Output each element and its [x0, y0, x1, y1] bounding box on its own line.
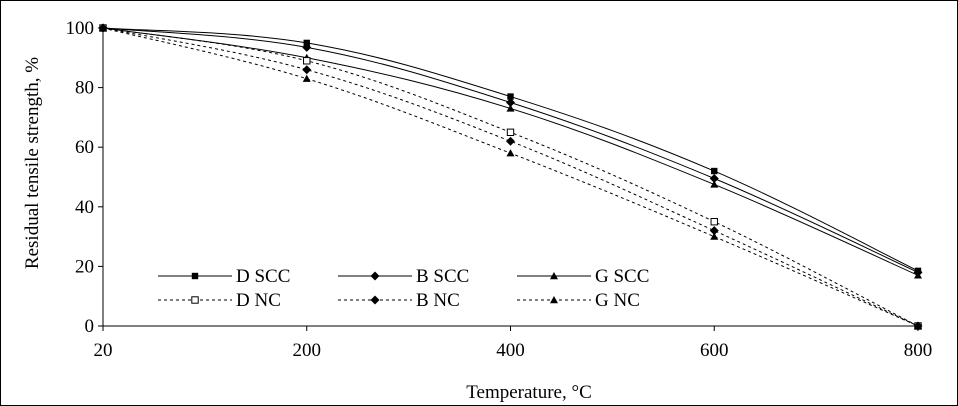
legend-marker	[191, 296, 199, 304]
data-point	[914, 322, 922, 330]
legend-marker	[550, 296, 558, 304]
data-point	[506, 128, 515, 137]
data-point	[302, 65, 312, 75]
series-group	[98, 23, 923, 331]
data-point	[506, 136, 515, 146]
legend-marker	[370, 271, 380, 281]
legend-marker	[550, 272, 558, 280]
series-b-scc	[98, 23, 923, 277]
data-point	[506, 149, 515, 157]
x-tick-label: 600	[700, 340, 729, 361]
y-tick-label: 20	[75, 256, 94, 277]
data-point	[302, 74, 311, 82]
data-point	[710, 218, 718, 226]
x-axis-title: Temperature, °C	[466, 382, 592, 403]
legend-label: G SCC	[595, 266, 649, 287]
data-point	[709, 226, 719, 236]
legend-label: G NC	[595, 290, 640, 311]
series-line	[102, 27, 919, 327]
y-tick-label: 0	[85, 316, 95, 337]
legend-label: D SCC	[236, 266, 290, 287]
legend-marker	[370, 295, 380, 305]
y-axis-title: Residual tensile strength, %	[22, 57, 43, 269]
legend-item: D NC	[158, 290, 281, 311]
legend-item: G SCC	[517, 266, 649, 287]
data-point	[709, 173, 719, 183]
legend-marker	[191, 272, 199, 280]
series-g-nc	[99, 24, 922, 330]
data-point	[99, 24, 107, 32]
data-point	[507, 93, 514, 100]
x-tick-label: 200	[293, 340, 322, 361]
data-point	[710, 180, 719, 188]
y-tick-label: 80	[75, 78, 94, 99]
x-tick-label: 400	[496, 340, 525, 361]
data-point	[710, 232, 719, 240]
y-tick-label: 100	[66, 18, 95, 39]
legend-label: D NC	[236, 290, 281, 311]
legend: D SCC B SCC G SCC D NC B NC G NC	[158, 266, 649, 311]
y-tick-label: 60	[75, 137, 94, 158]
axes: 0 20 40 60 80 100 20 200 400 600 800	[66, 18, 933, 361]
legend-item: D SCC	[158, 266, 290, 287]
x-tick-label: 20	[94, 340, 113, 361]
data-point	[302, 42, 312, 52]
legend-item: B NC	[338, 290, 460, 311]
data-point	[711, 167, 718, 175]
legend-item: B SCC	[338, 266, 469, 287]
legend-label: B SCC	[416, 266, 469, 287]
data-point	[914, 271, 922, 279]
data-point	[506, 104, 515, 112]
data-point	[303, 57, 311, 65]
data-point	[506, 98, 515, 107]
legend-label: B NC	[416, 290, 460, 311]
x-tick-label: 800	[904, 340, 933, 361]
y-tick-label: 40	[75, 197, 94, 218]
legend-item: G NC	[517, 290, 640, 311]
